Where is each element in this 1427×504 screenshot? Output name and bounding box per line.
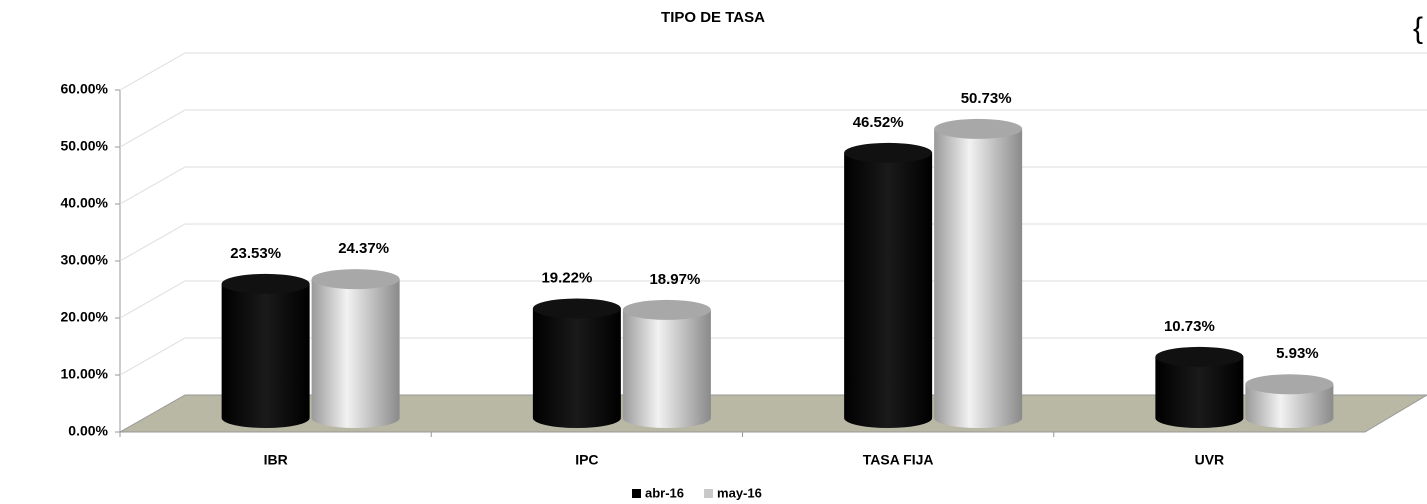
bar-top [1245,374,1334,395]
bar [622,309,711,428]
bar-top [934,118,1023,139]
legend-label: abr-16 [645,485,684,500]
cylinder [844,142,933,428]
legend-swatch [632,489,641,498]
y-tick-label: 60.00% [61,81,109,97]
bar [311,279,400,428]
value-label: 50.73% [961,90,1012,107]
bar [1245,384,1334,428]
bar [844,152,933,428]
legend-swatch [704,489,714,498]
y-tick-label: 10.00% [61,366,109,382]
value-label: 18.97% [649,271,700,288]
value-label: 5.93% [1276,345,1319,362]
value-label: 19.22% [541,269,592,286]
cylinder [311,269,400,428]
cylinder [221,273,310,428]
legend-label: may-16 [717,485,762,500]
cylinder [1245,374,1334,428]
y-tick-label: 30.00% [61,252,109,268]
bar-top [311,269,400,290]
bar-top [221,273,310,294]
bar-top [1155,346,1244,367]
grid-line [119,166,1427,205]
bar-top [532,298,621,319]
x-tick-label: IBR [264,452,288,468]
value-label: 23.53% [230,245,281,262]
y-tick-label: 0.00% [68,423,108,439]
bar [1155,356,1244,428]
bar-top [844,142,933,163]
grid-line [119,223,1427,262]
value-label: 10.73% [1164,318,1215,335]
x-tick-label: IPC [575,452,598,468]
grid-line [119,52,1427,91]
cylinder [1155,346,1244,428]
y-tick-label: 50.00% [61,138,109,154]
x-tick-label: UVR [1195,452,1225,468]
grid-line [119,109,1427,148]
annotation: { [1413,12,1423,45]
bar [532,308,621,428]
y-tick-label: 20.00% [61,309,109,325]
y-tick-label: 40.00% [61,195,109,211]
bar [934,128,1023,429]
cylinder [934,118,1023,429]
x-tick-label: TASA FIJA [863,452,934,468]
cylinder [532,298,621,428]
bar [221,283,310,428]
cylinder [622,299,711,428]
chart-title: TIPO DE TASA [661,9,765,26]
value-label: 46.52% [853,114,904,131]
bar-top [622,299,711,320]
value-label: 24.37% [338,240,389,257]
